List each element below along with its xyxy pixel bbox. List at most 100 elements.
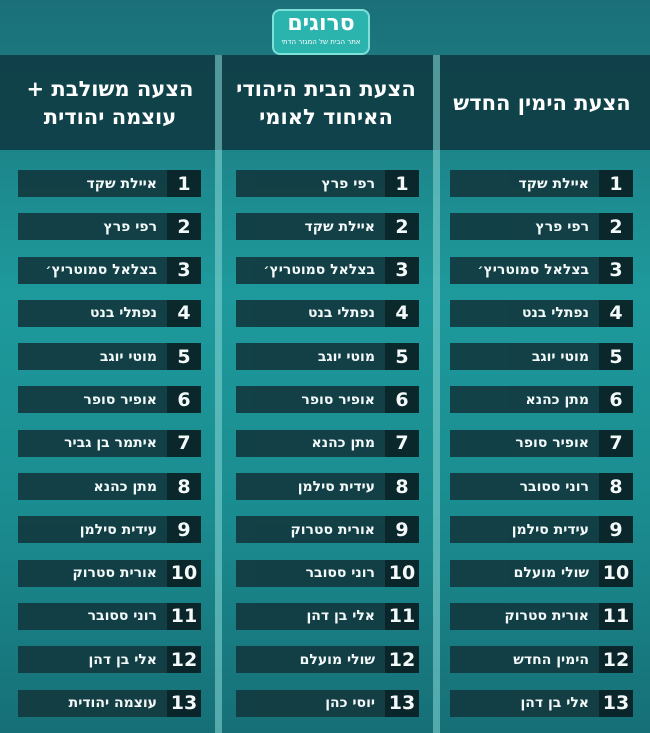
list-item: 4 נפתלי בנט: [450, 299, 633, 327]
candidate-name: רוני ססובר: [519, 478, 589, 495]
candidate-name: עידית סילמן: [511, 521, 589, 538]
logo-title: סרוגים: [287, 11, 355, 36]
candidate-name: מתן כהנא: [93, 478, 157, 495]
rank-number: 7: [385, 429, 419, 457]
list-left: 1 איילת שקד 2 רפי פרץ 3 בצלאל סמוטריץ׳ 4 נפתלי …: [18, 170, 201, 733]
rank-number: 9: [599, 516, 633, 544]
list-item: 1 רפי פרץ: [236, 170, 419, 197]
list-item: 8 מתן כהנא: [18, 473, 201, 501]
rank-number: 1: [599, 170, 633, 197]
candidate-name: אורית סטרוק: [504, 608, 589, 625]
candidate-name: אופיר סופר: [301, 391, 375, 408]
list-item: 10 רוני ססובר: [236, 559, 419, 587]
rank-number: 8: [599, 473, 633, 501]
rank-number: 4: [599, 299, 633, 327]
rank-number: 11: [167, 602, 201, 630]
rank-number: 10: [599, 559, 633, 587]
candidate-name: אופיר סופר: [83, 391, 157, 408]
list-item: 8 עידית סילמן: [236, 473, 419, 501]
list-item: 12 אלי בן דהן: [18, 646, 201, 674]
candidate-name: רוני ססובר: [87, 608, 157, 625]
rank-number: 10: [385, 559, 419, 587]
list-right: 1 איילת שקד 2 רפי פרץ 3 בצלאל סמוטריץ׳ 4 נפתלי …: [450, 170, 633, 733]
candidate-name: מוטי יוגב: [99, 348, 157, 365]
candidate-name: אופיר סופר: [515, 435, 589, 452]
rank-number: 13: [599, 689, 633, 717]
rank-number: 6: [167, 386, 201, 414]
candidate-name: בצלאל סמוטריץ׳: [263, 262, 375, 279]
rank-number: 7: [599, 429, 633, 457]
list-item: 3 בצלאל סמוטריץ׳: [18, 256, 201, 284]
rank-number: 9: [385, 516, 419, 544]
list-item: 13 יוסי כהן: [236, 689, 419, 717]
list-item: 7 מתן כהנא: [236, 429, 419, 457]
list-item: 12 שולי מועלם: [236, 646, 419, 674]
rank-number: 11: [599, 602, 633, 630]
rank-number: 6: [599, 386, 633, 414]
list-item: 12 הימין החדש: [450, 646, 633, 674]
candidate-name: מתן כהנא: [525, 391, 589, 408]
list-item: 5 מוטי יוגב: [450, 343, 633, 371]
list-item: 3 בצלאל סמוטריץ׳: [236, 256, 419, 284]
column-title-right: הצעת הימין החדש: [453, 90, 631, 115]
rank-number: 1: [385, 170, 419, 197]
column-title-left: הצעה משולבת + עוצמה יהודית: [26, 76, 194, 129]
list-item: 4 נפתלי בנט: [236, 299, 419, 327]
candidate-name: אלי בן דהן: [306, 608, 375, 625]
rank-number: 4: [385, 299, 419, 327]
candidate-name: איילת שקד: [86, 175, 158, 192]
column-divider: [433, 55, 440, 733]
logo-subtitle: אתר הבית של המגזר הדתי: [281, 38, 361, 46]
candidate-name: רפי פרץ: [103, 218, 157, 235]
column-title-middle: הצעת הבית היהודי האיחוד לאומי: [236, 76, 416, 129]
rank-number: 6: [385, 386, 419, 414]
rank-number: 9: [167, 516, 201, 544]
candidate-name: הימין החדש: [513, 651, 589, 668]
rank-number: 11: [385, 602, 419, 630]
list-item: 5 מוטי יוגב: [18, 343, 201, 371]
list-item: 11 אלי בן דהן: [236, 602, 419, 630]
list-item: 9 אורית סטרוק: [236, 516, 419, 544]
rank-number: 12: [599, 646, 633, 674]
candidate-name: שולי מועלם: [513, 565, 589, 582]
rank-number: 7: [167, 429, 201, 457]
candidate-name: מוטי יוגב: [317, 348, 375, 365]
candidate-name: רוני ססובר: [305, 565, 375, 582]
candidate-name: יוסי כהן: [325, 695, 375, 712]
list-item: 6 אופיר סופר: [18, 386, 201, 414]
rank-number: 3: [385, 256, 419, 284]
list-item: 1 איילת שקד: [450, 170, 633, 197]
candidate-name: עידית סילמן: [79, 521, 157, 538]
list-item: 9 עידית סילמן: [450, 516, 633, 544]
candidate-name: נפתלי בנט: [522, 305, 589, 322]
rank-number: 2: [599, 213, 633, 241]
candidate-name: עוצמה יהודית: [68, 695, 157, 712]
list-item: 7 איתמר בן גביר: [18, 429, 201, 457]
candidate-name: נפתלי בנט: [90, 305, 157, 322]
list-item: 7 אופיר סופר: [450, 429, 633, 457]
list-item: 11 אורית סטרוק: [450, 602, 633, 630]
candidate-name: אורית סטרוק: [290, 521, 375, 538]
rank-number: 13: [167, 689, 201, 717]
list-item: 8 רוני ססובר: [450, 473, 633, 501]
list-item: 10 אורית סטרוק: [18, 559, 201, 587]
rank-number: 1: [167, 170, 201, 197]
candidate-name: שולי מועלם: [299, 651, 375, 668]
rank-number: 5: [599, 343, 633, 371]
rank-number: 12: [167, 646, 201, 674]
candidate-name: בצלאל סמוטריץ׳: [45, 262, 157, 279]
rank-number: 3: [167, 256, 201, 284]
rank-number: 5: [167, 343, 201, 371]
rank-number: 2: [167, 213, 201, 241]
header-band: [0, 55, 650, 150]
column-divider: [215, 55, 222, 733]
candidate-name: מתן כהנא: [311, 435, 375, 452]
list-item: 13 עוצמה יהודית: [18, 689, 201, 717]
list-item: 3 בצלאל סמוטריץ׳: [450, 256, 633, 284]
candidate-name: איתמר בן גביר: [64, 435, 157, 452]
list-item: 9 עידית סילמן: [18, 516, 201, 544]
rank-number: 8: [167, 473, 201, 501]
candidate-name: אלי בן דהן: [520, 695, 589, 712]
list-item: 10 שולי מועלם: [450, 559, 633, 587]
list-middle: 1 רפי פרץ 2 איילת שקד 3 בצלאל סמוטריץ׳ 4 נפתלי …: [236, 170, 419, 733]
